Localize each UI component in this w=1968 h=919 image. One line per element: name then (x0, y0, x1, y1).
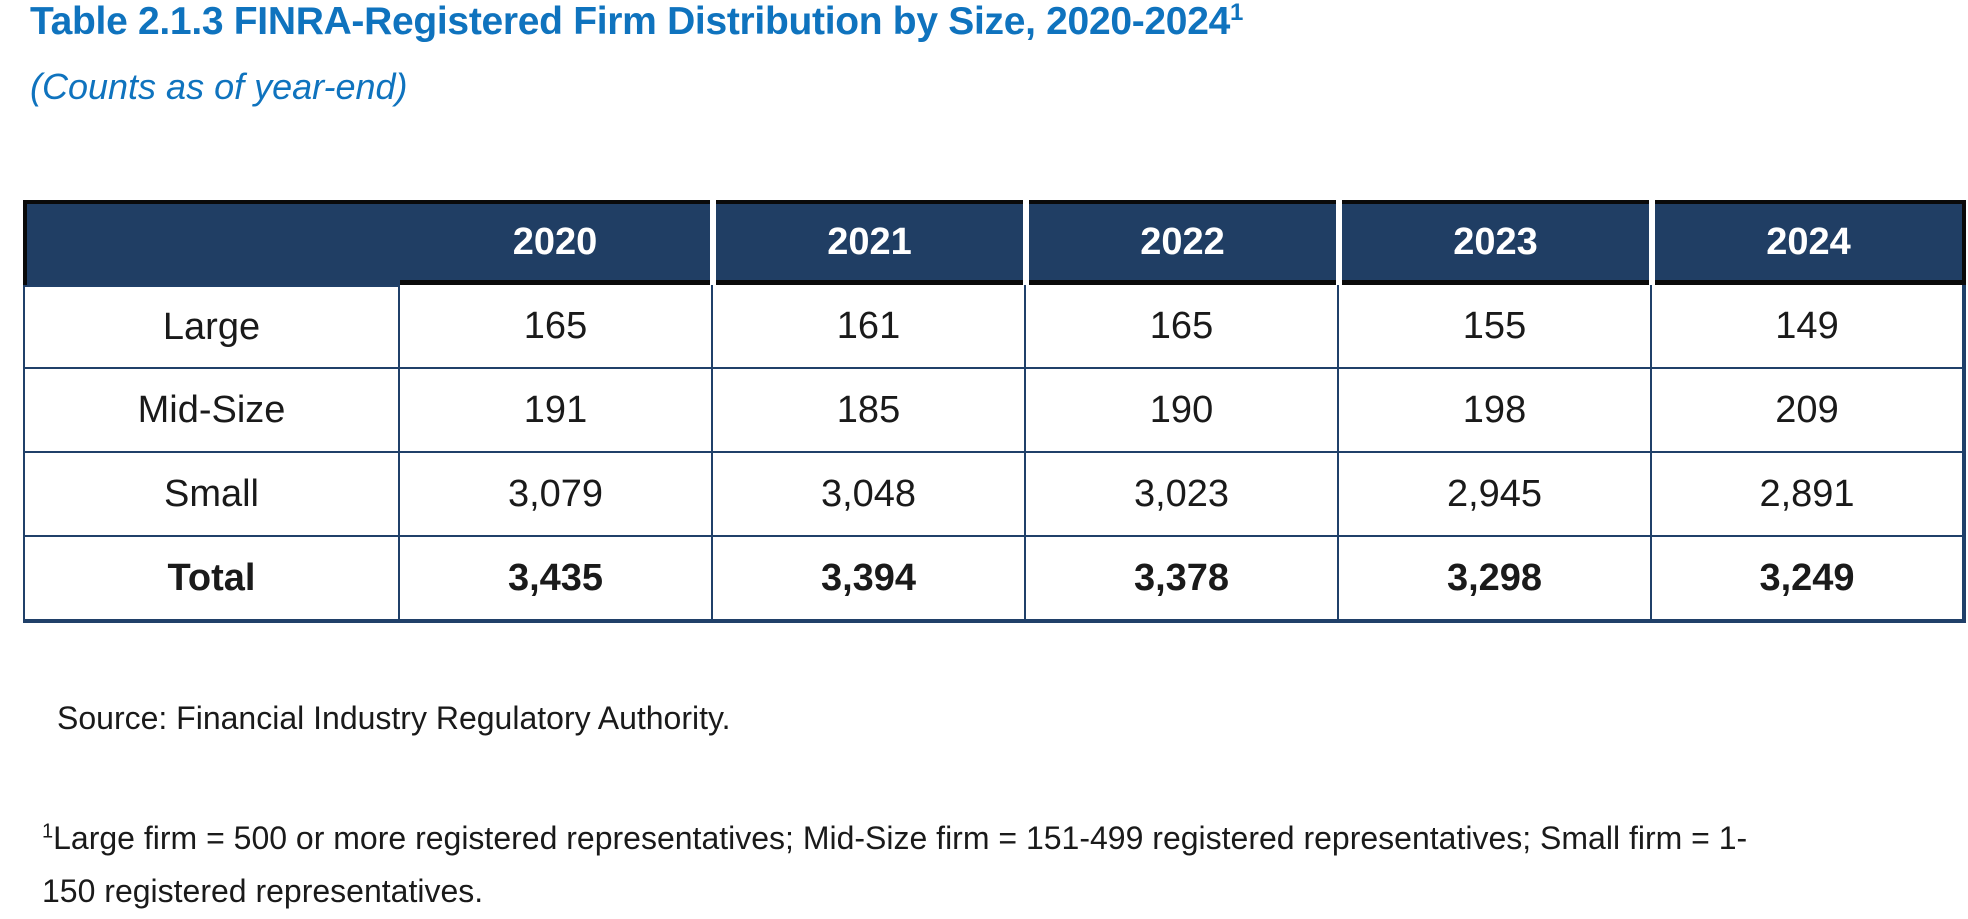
footnote-text-2: 150 registered representatives. (42, 873, 484, 909)
table-cell-small-2022: 3,023 (1026, 453, 1339, 537)
column-header-2022: 2022 (1029, 200, 1336, 285)
firm-distribution-table: 2020 2021 2022 2023 2024 Large 165 161 1… (23, 200, 1966, 623)
table-row-small: Small 3,079 3,048 3,023 2,945 2,891 (23, 453, 1966, 537)
column-header-2020: 2020 (400, 204, 710, 285)
row-label-mid-size: Mid-Size (23, 369, 400, 453)
table-cell-mid-size-2022: 190 (1026, 369, 1339, 453)
row-label-large: Large (23, 285, 400, 369)
header-cell-merged-empty-2020: 2020 (23, 200, 710, 285)
table-cell-total-2022: 3,378 (1026, 537, 1339, 623)
table-cell-small-2020: 3,079 (400, 453, 713, 537)
title-footnote-marker: 1 (1229, 0, 1244, 26)
table-cell-total-2023: 3,298 (1339, 537, 1652, 623)
table-cell-small-2024: 2,891 (1652, 453, 1966, 537)
table-cell-large-2024: 149 (1652, 285, 1966, 369)
source-note: Source: Financial Industry Regulatory Au… (57, 700, 731, 736)
footnote-marker: 1 (42, 820, 54, 843)
table-cell-mid-size-2023: 198 (1339, 369, 1652, 453)
table-cell-total-2024: 3,249 (1652, 537, 1966, 623)
table-cell-mid-size-2020: 191 (400, 369, 713, 453)
table-cell-total-2021: 3,394 (713, 537, 1026, 623)
page-title-text: Table 2.1.3 FINRA-Registered Firm Distri… (30, 0, 1230, 43)
footnote-text-1: Large firm = 500 or more registered repr… (53, 820, 1748, 856)
table-cell-mid-size-2024: 209 (1652, 369, 1966, 453)
footnote-line-1: 1Large firm = 500 or more registered rep… (42, 812, 1747, 865)
table-cell-total-2020: 3,435 (400, 537, 713, 623)
table-cell-large-2023: 155 (1339, 285, 1652, 369)
table-header-row: 2020 2021 2022 2023 2024 (23, 200, 1966, 285)
table-cell-large-2020: 165 (400, 285, 713, 369)
column-header-2024: 2024 (1655, 200, 1966, 285)
table-row-total: Total 3,435 3,394 3,378 3,298 3,249 (23, 537, 1966, 623)
page-title: Table 2.1.3 FINRA-Registered Firm Distri… (30, 0, 1243, 44)
table-row-large: Large 165 161 165 155 149 (23, 285, 1966, 369)
page-subtitle: (Counts as of year-end) (30, 66, 408, 107)
table-cell-mid-size-2021: 185 (713, 369, 1026, 453)
column-header-2021: 2021 (716, 200, 1023, 285)
table-cell-small-2023: 2,945 (1339, 453, 1652, 537)
column-header-2023: 2023 (1342, 200, 1649, 285)
row-label-small: Small (23, 453, 400, 537)
table-row-mid-size: Mid-Size 191 185 190 198 209 (23, 369, 1966, 453)
table-cell-small-2021: 3,048 (713, 453, 1026, 537)
footnote: 1Large firm = 500 or more registered rep… (42, 812, 1747, 918)
header-empty-cell (27, 204, 400, 285)
table-cell-large-2021: 161 (713, 285, 1026, 369)
table-cell-large-2022: 165 (1026, 285, 1339, 369)
footnote-line-2: 150 registered representatives. (42, 865, 1747, 918)
row-label-total: Total (23, 537, 400, 623)
